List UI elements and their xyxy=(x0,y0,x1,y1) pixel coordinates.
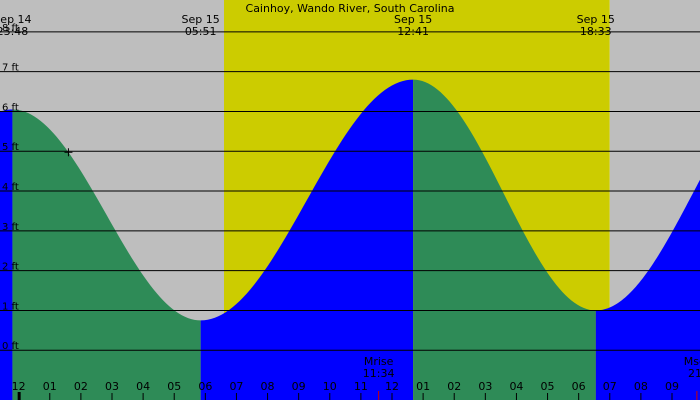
x-tick-label: 06 xyxy=(198,380,212,393)
x-tick-label: 12 xyxy=(385,380,399,393)
y-tick-label: 2 ft xyxy=(2,262,19,273)
falling-tide-segment xyxy=(413,79,596,400)
gridlines xyxy=(0,31,700,351)
x-tick-label: 04 xyxy=(509,380,523,393)
x-tick-label: 09 xyxy=(665,380,679,393)
y-tick-label: 5 ft xyxy=(2,142,19,153)
x-tick-label: 08 xyxy=(634,380,648,393)
moon-event: Mset21: xyxy=(684,355,700,400)
x-tick-label: 08 xyxy=(261,380,275,393)
rising-tide-segment xyxy=(200,79,414,400)
tide-event-date: Sep 14 xyxy=(0,13,32,26)
y-tick-label: 0 ft xyxy=(2,341,19,352)
tide-event-time: 18:33 xyxy=(580,25,612,38)
falling-tide-segment xyxy=(12,109,201,400)
x-tick-label: 04 xyxy=(136,380,150,393)
moon-event-label: Mset xyxy=(684,355,700,368)
x-tick-label: 07 xyxy=(229,380,243,393)
y-tick-label: 1 ft xyxy=(2,301,19,312)
x-tick-label: 02 xyxy=(74,380,88,393)
x-tick-label: 05 xyxy=(541,380,555,393)
moon-event-label: Mrise xyxy=(364,355,394,368)
rising-tide-segment xyxy=(595,179,700,400)
tide-event-date: Sep 15 xyxy=(577,13,615,26)
y-tick-label: 4 ft xyxy=(2,182,19,193)
moon-event-time: 21: xyxy=(688,367,700,380)
x-tick-label: 09 xyxy=(292,380,306,393)
current-time-marker xyxy=(64,148,73,157)
x-tick-label: 01 xyxy=(43,380,57,393)
x-tick-label: 06 xyxy=(572,380,586,393)
x-tick-label: 11 xyxy=(354,380,368,393)
x-tick-label: 07 xyxy=(603,380,617,393)
y-tick-label: 6 ft xyxy=(2,102,19,113)
tide-event-time: 05:51 xyxy=(185,25,217,38)
rising-tide-segment xyxy=(0,109,13,400)
x-tick-label: 03 xyxy=(105,380,119,393)
y-tick-label: 7 ft xyxy=(2,63,19,74)
x-tick-label: 10 xyxy=(323,380,337,393)
tide-event-date: Sep 15 xyxy=(394,13,432,26)
moon-event-time: 11:34 xyxy=(363,367,395,380)
y-axis-labels: 0 ft 1 ft 2 ft 3 ft 4 ft 5 ft 6 ft 7 ft 8 ft xyxy=(2,23,19,352)
chart-title: Cainhoy, Wando River, South Carolina xyxy=(246,2,455,15)
x-tick-label: 02 xyxy=(447,380,461,393)
x-tick-label: 05 xyxy=(167,380,181,393)
midnight-marker xyxy=(17,392,21,400)
x-tick-label: 01 xyxy=(416,380,430,393)
y-tick-label: 8 ft xyxy=(2,23,19,34)
y-tick-label: 3 ft xyxy=(2,222,19,233)
tide-event-time: 23:48 xyxy=(0,25,28,38)
x-tick-label: 03 xyxy=(478,380,492,393)
x-axis-labels: 1120102030405060708091011120102030405060… xyxy=(12,380,679,400)
tide-event-date: Sep 15 xyxy=(182,13,220,26)
tide-area xyxy=(0,79,700,400)
tide-event-time: 12:41 xyxy=(397,25,429,38)
x-tick-label: 12 xyxy=(12,380,26,393)
